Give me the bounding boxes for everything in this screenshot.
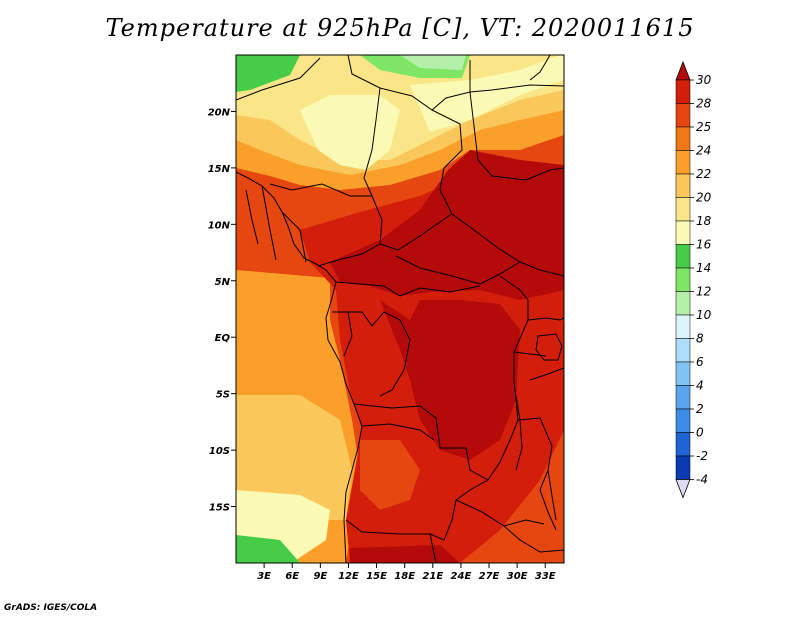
border-north-sahara	[236, 55, 564, 111]
temperature-region	[236, 55, 300, 92]
colorbar-swatch	[675, 432, 691, 457]
border-drc	[353, 275, 529, 481]
temperature-region	[410, 55, 564, 132]
y-tick-label: 15S	[209, 503, 230, 514]
border-nigeria	[269, 183, 383, 267]
x-tick-label: 30E	[507, 571, 528, 582]
colorbar-swatch	[675, 79, 691, 104]
colorbar-swatch	[675, 173, 691, 198]
colorbar-swatch	[675, 455, 691, 480]
red-sea-coast	[529, 55, 551, 81]
temperature-region	[330, 150, 564, 300]
temperature-region	[236, 535, 300, 563]
colorbar-label: 2	[696, 402, 704, 416]
colorbar-swatch	[675, 291, 691, 316]
colorbar-swatch	[675, 314, 691, 339]
colorbar-max-triangle	[675, 60, 691, 81]
colorbar-label: 24	[696, 144, 711, 158]
colorbar-swatch	[675, 408, 691, 433]
country-borders	[236, 55, 564, 563]
temperature-region	[300, 95, 400, 170]
x-tick-label: 24E	[451, 571, 472, 582]
x-tick-label: 21E	[422, 571, 443, 582]
y-tick-label: 20N	[208, 107, 231, 118]
colorbar-label: 22	[696, 167, 711, 181]
border-angola	[345, 423, 489, 541]
temperature-region	[400, 55, 466, 70]
border-gabon-congo	[332, 311, 411, 397]
colorbar-swatch	[675, 220, 691, 245]
y-axis: 20N 15N 10N 5N EQ 5S 10S 15S	[208, 107, 236, 514]
colorbar-label: -4	[696, 473, 708, 487]
colorbar-label: 0	[696, 426, 704, 440]
x-tick-label: 9E	[313, 571, 327, 582]
colorbar-label: 25	[696, 120, 711, 134]
lake-malawi	[547, 469, 557, 521]
colorbar-label: 16	[696, 238, 712, 252]
colorbar-label: 30	[696, 73, 712, 87]
border-southern	[429, 499, 564, 563]
colorbar-label: 18	[696, 214, 712, 228]
border-car	[379, 213, 521, 285]
y-tick-label: 10S	[209, 446, 230, 457]
border-congo-north	[335, 281, 481, 297]
colorbar-swatch	[675, 126, 691, 151]
x-tick-label: 27E	[479, 571, 500, 582]
colorbar-swatch	[675, 361, 691, 386]
temperature-region	[380, 300, 520, 460]
colorbar-label: 6	[696, 355, 704, 369]
y-tick-label: 15N	[208, 164, 231, 175]
colorbar-swatch	[675, 267, 691, 292]
colorbar-swatch	[675, 338, 691, 363]
colorbar-label: 20	[696, 191, 712, 205]
colorbar-swatch	[675, 244, 691, 269]
chart-title: Temperature at 925hPa [C], VT: 202001161…	[105, 14, 695, 42]
y-tick-label: 10N	[208, 220, 231, 231]
temperature-region	[350, 545, 460, 563]
x-axis: 3E 6E 9E 12E 15E 18E 21E 24E 27E 30E 33E	[257, 563, 556, 582]
coastline-west	[236, 171, 363, 563]
colorbar-label: 12	[696, 285, 711, 299]
colorbar-label: -2	[696, 449, 708, 463]
y-tick-label: 5N	[215, 277, 231, 288]
x-tick-label: 12E	[338, 571, 359, 582]
lake-victoria	[535, 333, 563, 361]
grads-credit: GrADS: IGES/COLA	[4, 603, 98, 613]
colorbar-min-triangle	[675, 479, 691, 499]
x-tick-label: 33E	[535, 571, 556, 582]
x-tick-label: 18E	[394, 571, 415, 582]
colorbar-swatch	[675, 150, 691, 175]
colorbar-swatch	[675, 197, 691, 222]
colorbar-label: 8	[696, 332, 704, 346]
temperature-region	[360, 440, 420, 510]
colorbar-swatch	[675, 385, 691, 410]
colorbar-label: 4	[696, 379, 704, 393]
x-tick-label: 15E	[366, 571, 387, 582]
temperature-region	[236, 395, 352, 520]
colorbar-label: 14	[696, 261, 711, 275]
colorbar-label: 10	[696, 308, 712, 322]
border-westafrica	[245, 185, 307, 263]
x-tick-label: 3E	[257, 571, 271, 582]
border-east	[513, 317, 564, 531]
colorbar-swatch	[675, 103, 691, 128]
lake-tanganyika	[515, 395, 523, 471]
x-tick-label: 6E	[285, 571, 299, 582]
y-tick-label: 5S	[216, 390, 230, 401]
plot-frame	[235, 54, 565, 564]
colorbar-label: 28	[696, 97, 712, 111]
y-tick-label: EQ	[215, 333, 231, 344]
